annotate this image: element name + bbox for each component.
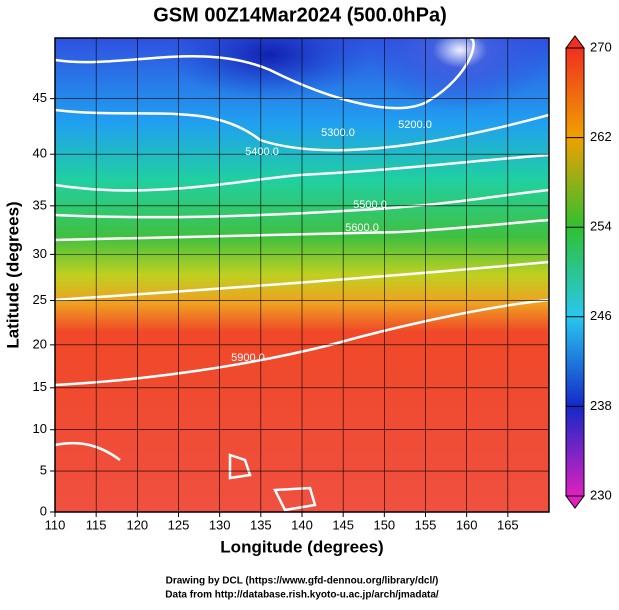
y-tick-label: 45 xyxy=(33,90,47,105)
contour-label: 5900.0 xyxy=(231,352,265,364)
colorbar-cap xyxy=(565,35,585,49)
colorbar xyxy=(565,47,585,497)
colorbar-tick-label: 262 xyxy=(590,129,612,144)
x-tick-label: 140 xyxy=(291,517,313,532)
y-axis-title: Latitude (degrees) xyxy=(3,201,22,348)
contour-label: 5300.0 xyxy=(321,127,355,139)
x-tick-label: 110 xyxy=(45,517,66,532)
credit: Drawing by DCL (https://www.gfd-dennou.o… xyxy=(166,576,439,587)
colorbar-tick-label: 230 xyxy=(590,487,612,502)
x-tick-label: 165 xyxy=(497,517,519,532)
x-tick-label: 115 xyxy=(86,517,107,532)
colorbar-tick-label: 254 xyxy=(590,219,612,234)
contour-label: 5200.0 xyxy=(398,119,432,131)
y-tick-label: 0 xyxy=(40,503,47,518)
x-tick-label: 145 xyxy=(332,517,354,532)
y-tick-label: 5 xyxy=(40,462,47,477)
y-tick-label: 10 xyxy=(33,421,47,436)
x-tick-label: 155 xyxy=(415,517,437,532)
x-tick-label: 125 xyxy=(168,517,190,532)
chart-title: GSM 00Z14Mar2024 (500.0hPa) xyxy=(153,4,447,26)
y-tick-label: 15 xyxy=(33,379,47,394)
x-axis-title: Longitude (degrees) xyxy=(220,537,383,556)
x-tick-label: 120 xyxy=(126,517,148,532)
y-tick-label: 20 xyxy=(33,336,47,351)
contour-label: 5400.0 xyxy=(245,146,279,158)
colorbar-tick-label: 270 xyxy=(590,39,612,54)
field xyxy=(55,38,549,512)
x-tick-label: 135 xyxy=(250,517,272,532)
colorbar-tick-label: 238 xyxy=(590,398,612,413)
x-tick-label: 150 xyxy=(373,517,395,532)
contour-label: 5600.0 xyxy=(345,222,379,234)
colorbar-cap xyxy=(565,495,585,509)
y-tick-label: 35 xyxy=(33,197,47,212)
y-tick-label: 30 xyxy=(33,246,47,261)
y-tick-label: 40 xyxy=(33,146,47,161)
colorbar-tick-label: 246 xyxy=(590,308,612,323)
credit: Data from http://database.rish.kyoto-u.a… xyxy=(165,590,439,601)
x-tick-label: 160 xyxy=(456,517,478,532)
y-tick-label: 25 xyxy=(33,292,47,307)
x-tick-label: 130 xyxy=(209,517,231,532)
contour-label: 5500.0 xyxy=(353,199,387,211)
